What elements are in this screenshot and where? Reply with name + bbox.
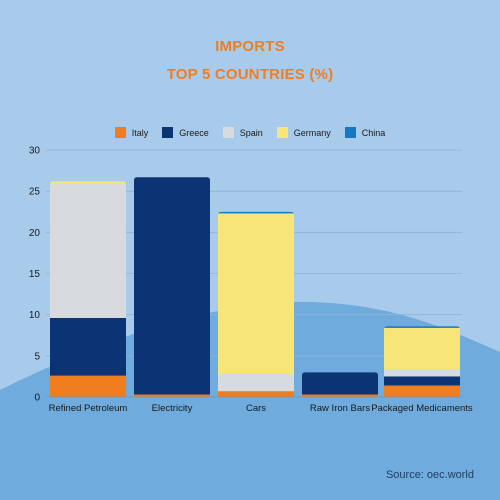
legend-swatch bbox=[276, 127, 288, 138]
legend-item-italy: Italy bbox=[114, 127, 149, 138]
y-tick-label: 10 bbox=[29, 310, 41, 321]
y-tick-label: 0 bbox=[34, 393, 40, 404]
bar-segment-italy bbox=[134, 394, 210, 397]
bar-segment-germany bbox=[50, 181, 126, 184]
legend-label: China bbox=[361, 127, 386, 138]
bar-segment-greece bbox=[134, 177, 210, 395]
bar-segment-greece bbox=[50, 317, 126, 376]
source-note: Source: oec.world bbox=[385, 469, 474, 481]
bar-segment-italy bbox=[50, 375, 126, 397]
legend: Italy Greece Spain Germany China bbox=[0, 127, 500, 138]
x-tick-label: Electricity bbox=[152, 403, 193, 414]
bar-segment-spain bbox=[218, 373, 294, 392]
bar-segment-greece bbox=[384, 376, 460, 386]
legend-swatch bbox=[344, 127, 356, 138]
x-tick-label: Cars bbox=[246, 403, 266, 414]
bar-segment-greece bbox=[302, 372, 378, 395]
bar-segment-spain bbox=[384, 369, 460, 377]
legend-swatch bbox=[114, 127, 126, 138]
bar-segment-germany bbox=[384, 327, 460, 370]
bar-segment-germany bbox=[218, 213, 294, 374]
y-tick-label: 20 bbox=[29, 228, 41, 239]
bar-segment-italy bbox=[218, 391, 294, 397]
legend-label: Italy bbox=[131, 127, 149, 138]
legend-label: Spain bbox=[239, 127, 263, 138]
chart-title-line1: IMPORTS bbox=[215, 38, 285, 55]
legend-item-china: China bbox=[344, 127, 386, 138]
bar-segment-italy bbox=[302, 394, 378, 397]
x-tick-label: Refined Petroleum bbox=[49, 403, 128, 414]
bar-segment-china bbox=[218, 211, 294, 214]
y-tick-label: 25 bbox=[29, 187, 41, 198]
chart-title-line2: TOP 5 COUNTRIES (%) bbox=[166, 66, 334, 83]
legend-swatch bbox=[222, 127, 234, 138]
y-tick-label: 5 bbox=[34, 351, 40, 362]
y-tick-label: 30 bbox=[29, 146, 41, 157]
legend-item-greece: Greece bbox=[162, 127, 209, 138]
legend-item-spain: Spain bbox=[222, 127, 263, 138]
legend-label: Germany bbox=[293, 127, 331, 138]
bar-segment-china bbox=[384, 326, 460, 328]
bar-segment-spain bbox=[50, 183, 126, 318]
y-tick-label: 15 bbox=[29, 269, 41, 280]
x-tick-label: Raw Iron Bars bbox=[310, 403, 370, 414]
legend-swatch bbox=[162, 127, 174, 138]
x-tick-label: Packaged Medicaments bbox=[371, 403, 473, 414]
bar-segment-italy bbox=[384, 385, 460, 397]
legend-item-germany: Germany bbox=[276, 127, 331, 138]
legend-label: Greece bbox=[179, 127, 209, 138]
